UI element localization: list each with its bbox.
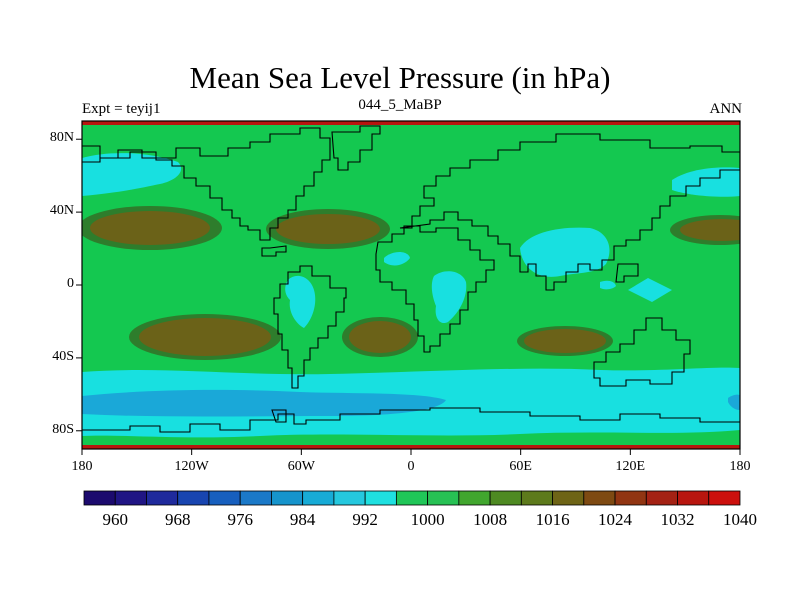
- colorbar-swatch: [427, 490, 460, 506]
- colorbar-swatch: [614, 490, 647, 506]
- maritime-continent-low: [628, 278, 672, 302]
- amazon-low: [285, 275, 316, 328]
- colorbar-label: 968: [164, 510, 191, 529]
- africa-coast: [375, 225, 495, 353]
- colorbar-label: 1040: [723, 510, 757, 529]
- colorbar-swatch: [114, 490, 147, 506]
- x-tick-label: 120W: [174, 459, 209, 474]
- antarctica-coast: [82, 407, 740, 433]
- colorbar-swatch: [489, 490, 522, 506]
- colorbar-swatch: [395, 490, 429, 506]
- colorbar-label: 960: [102, 510, 128, 529]
- colorbar-label: 976: [227, 510, 253, 529]
- y-tick-label: 40N: [49, 203, 74, 219]
- indonesia-coast: [615, 263, 639, 283]
- east-siberian-low: [672, 167, 740, 197]
- colorbar-swatch: [677, 490, 710, 506]
- x-tick-label: 180: [71, 459, 93, 474]
- colorbar-swatch: [177, 490, 210, 506]
- subtropical-highs: [82, 206, 740, 360]
- season-label: ANN: [709, 101, 743, 117]
- southern-ocean-deep-low-east: [728, 394, 740, 410]
- x-tick-label: 0: [407, 459, 415, 474]
- maritime-low: [600, 280, 616, 290]
- aleutian-low-tip: [118, 156, 160, 167]
- colorbar-swatch: [333, 490, 366, 506]
- central-africa-low: [431, 271, 467, 324]
- antarctic-peninsula: [271, 409, 287, 423]
- sahara-low: [384, 252, 410, 266]
- colorbar-swatch: [146, 490, 179, 506]
- north-america-coast: [82, 127, 331, 241]
- colorbar-swatch: [458, 490, 491, 506]
- low-pressure-areas: [82, 153, 740, 328]
- experiment-label: Expt = teyij1: [82, 101, 161, 117]
- x-tick-label: 60E: [509, 459, 532, 474]
- colorbar-swatch: [708, 490, 741, 506]
- colorbar-swatch: [302, 490, 335, 506]
- greenland-coast: [331, 125, 381, 171]
- x-tick-label: 120E: [615, 459, 646, 474]
- south-pacific-high: [139, 318, 271, 356]
- colorbar-label: 1008: [473, 510, 508, 529]
- south-pole-high-strip: [82, 445, 740, 449]
- aleutian-low: [82, 153, 182, 196]
- x-tick-label: 180: [729, 459, 751, 474]
- colorbar-label: 1016: [535, 510, 570, 529]
- colorbar-label: 992: [352, 510, 378, 529]
- y-tick-label: 0: [67, 276, 74, 291]
- colorbar-swatch: [271, 490, 304, 506]
- colorbar-swatch: [520, 490, 553, 506]
- south-america-coast: [273, 265, 347, 389]
- axis-ticks: [76, 138, 741, 455]
- north-pole-high-strip: [82, 121, 740, 125]
- chart-title: Mean Sea Level Pressure (in hPa): [189, 60, 611, 95]
- x-tick-label: 60W: [287, 459, 315, 474]
- asian-monsoon-low: [520, 227, 610, 277]
- colorbar-swatch: [552, 490, 585, 506]
- colorbar-swatch: [645, 490, 678, 506]
- colorbar-swatch: [83, 490, 116, 506]
- australia-coast: [593, 317, 691, 387]
- north-atlantic-high: [276, 214, 380, 244]
- southern-ocean-deep-low: [82, 389, 446, 417]
- y-tick-label: 80S: [52, 421, 74, 437]
- y-tick-label: 40S: [52, 348, 74, 364]
- north-pacific-high: [90, 211, 210, 245]
- colorbar-label: 1024: [598, 510, 633, 529]
- indian-ocean-high: [524, 329, 606, 353]
- colorbar-swatch: [364, 490, 397, 506]
- y-tick-label: 80N: [49, 130, 74, 146]
- colorbar-swatch: [208, 490, 241, 506]
- coastlines: [82, 125, 740, 433]
- colorbar: [83, 490, 741, 506]
- south-atlantic-high: [349, 321, 411, 353]
- colorbar-label: 1032: [660, 510, 695, 529]
- period-label: 044_5_MaBP: [358, 97, 442, 113]
- colorbar-swatch: [583, 490, 616, 506]
- colorbar-label: 1000: [410, 510, 445, 529]
- nw-pacific-high: [680, 219, 740, 241]
- colorbar-swatch: [239, 490, 272, 506]
- colorbar-label: 984: [289, 510, 316, 529]
- pressure-field: [82, 121, 740, 449]
- eurasia-coast: [399, 133, 740, 291]
- caribbean-coast: [261, 245, 287, 257]
